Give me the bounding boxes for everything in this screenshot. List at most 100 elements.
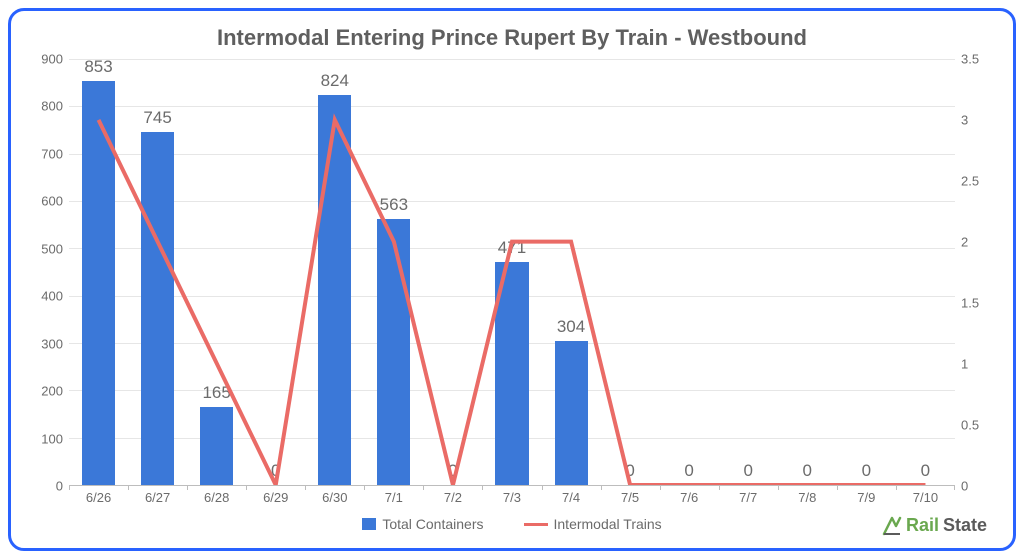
bar-data-label: 0 [921, 461, 930, 481]
x-tick-label: 7/8 [778, 486, 837, 510]
y-tick-right: 0.5 [961, 418, 979, 433]
bar-slot: 853 [69, 59, 128, 485]
bar [141, 132, 174, 485]
legend-item-line: Intermodal Trains [524, 516, 662, 532]
y-tick-left: 200 [41, 384, 63, 399]
bar-slot: 0 [778, 59, 837, 485]
y-axis-left: 0100200300400500600700800900 [29, 59, 69, 486]
x-tick-label: 7/9 [837, 486, 896, 510]
x-tick-label: 7/3 [482, 486, 541, 510]
bar-slot: 0 [837, 59, 896, 485]
y-tick-left: 600 [41, 194, 63, 209]
bar-slot: 563 [364, 59, 423, 485]
y-tick-right: 3 [961, 113, 968, 128]
bar-data-label: 0 [271, 461, 280, 481]
y-tick-left: 0 [56, 479, 63, 494]
bar-slot: 0 [601, 59, 660, 485]
bar-slot: 165 [187, 59, 246, 485]
bar [82, 81, 115, 485]
x-tick-mark [778, 485, 779, 490]
chart-container: Intermodal Entering Prince Rupert By Tra… [8, 8, 1016, 551]
bar-slot: 304 [542, 59, 601, 485]
x-tick-label: 7/1 [364, 486, 423, 510]
bars-layer: 853 745 165 0 824 563 0 471 304 0 0 0 0 0 0 [69, 59, 955, 485]
x-tick-label: 7/10 [896, 486, 955, 510]
x-tick-mark [719, 485, 720, 490]
bar-data-label: 745 [143, 108, 171, 128]
y-tick-left: 300 [41, 336, 63, 351]
bar-data-label: 0 [862, 461, 871, 481]
y-tick-left: 100 [41, 431, 63, 446]
legend-item-bars: Total Containers [362, 516, 483, 532]
x-tick-label: 6/29 [246, 486, 305, 510]
x-tick-mark [305, 485, 306, 490]
x-tick-mark [246, 485, 247, 490]
legend-label-bars: Total Containers [382, 516, 483, 532]
y-tick-right: 1.5 [961, 296, 979, 311]
x-tick-mark [601, 485, 602, 490]
bar-data-label: 563 [380, 195, 408, 215]
bar [377, 219, 410, 485]
x-tick-mark [69, 485, 70, 490]
y-axis-right: 00.511.522.533.5 [955, 59, 995, 486]
x-tick-mark [128, 485, 129, 490]
bar-slot: 0 [246, 59, 305, 485]
x-tick-mark [837, 485, 838, 490]
bar [495, 262, 528, 485]
bar-data-label: 0 [743, 461, 752, 481]
bar-data-label: 0 [684, 461, 693, 481]
x-axis: 6/266/276/286/296/307/17/27/37/47/57/6 7/… [69, 486, 955, 510]
y-tick-left: 800 [41, 99, 63, 114]
brand-logo-text-2: State [943, 515, 987, 536]
bar-slot: 471 [482, 59, 541, 485]
legend: Total Containers Intermodal Trains [29, 510, 995, 538]
x-tick-mark [482, 485, 483, 490]
x-tick-mark [542, 485, 543, 490]
bar-data-label: 165 [202, 383, 230, 403]
plot-area: 0100200300400500600700800900 85374516508… [29, 59, 995, 486]
bar [555, 341, 588, 485]
bar-slot: 745 [128, 59, 187, 485]
x-tick-label: 7/5 [601, 486, 660, 510]
x-tick-label: 7/4 [542, 486, 601, 510]
x-tick-label: 6/30 [305, 486, 364, 510]
y-tick-right: 0 [961, 479, 968, 494]
x-tick-mark [660, 485, 661, 490]
x-tick-mark [187, 485, 188, 490]
x-tick-mark [896, 485, 897, 490]
y-tick-right: 2.5 [961, 174, 979, 189]
bar-slot: 0 [423, 59, 482, 485]
x-tick-mark [423, 485, 424, 490]
bar-slot: 0 [896, 59, 955, 485]
bar-slot: 824 [305, 59, 364, 485]
y-tick-right: 1 [961, 357, 968, 372]
legend-label-line: Intermodal Trains [554, 516, 662, 532]
x-tick-label: 6/27 [128, 486, 187, 510]
bar-data-label: 853 [84, 57, 112, 77]
bar-slot: 0 [660, 59, 719, 485]
bar [318, 95, 351, 485]
brand-logo: RailState [882, 515, 987, 536]
legend-swatch-bar [362, 518, 376, 530]
bar-data-label: 471 [498, 238, 526, 258]
bar-data-label: 824 [321, 71, 349, 91]
bar [200, 407, 233, 485]
x-tick-label: 6/28 [187, 486, 246, 510]
bar-data-label: 0 [803, 461, 812, 481]
x-tick-label: 7/2 [423, 486, 482, 510]
plot: 853 745 165 0 824 563 0 471 304 0 0 0 0 0 0 [69, 59, 955, 486]
x-tick-mark [364, 485, 365, 490]
chart-title: Intermodal Entering Prince Rupert By Tra… [29, 25, 995, 51]
x-tick-label: 6/26 [69, 486, 128, 510]
y-tick-left: 500 [41, 241, 63, 256]
bar-slot: 0 [719, 59, 778, 485]
brand-logo-text-1: Rail [906, 515, 939, 536]
y-tick-right: 3.5 [961, 52, 979, 67]
y-tick-left: 900 [41, 52, 63, 67]
bar-data-label: 0 [448, 461, 457, 481]
bar-data-label: 0 [625, 461, 634, 481]
brand-logo-icon [882, 516, 902, 536]
x-tick-label: 7/6 [660, 486, 719, 510]
y-tick-right: 2 [961, 235, 968, 250]
y-tick-left: 700 [41, 146, 63, 161]
